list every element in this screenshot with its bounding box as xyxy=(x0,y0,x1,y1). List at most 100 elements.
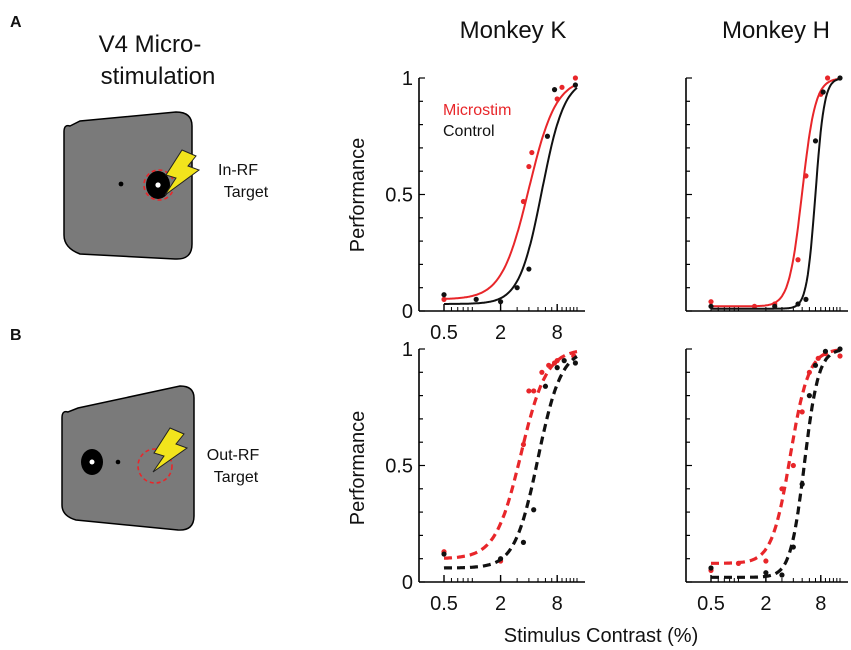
data-point-control xyxy=(551,87,558,93)
data-point-microstim xyxy=(529,149,535,156)
data-point-microstim xyxy=(554,358,560,364)
data-point-microstim xyxy=(779,486,785,492)
data-point-control xyxy=(795,301,801,307)
x-tick-label: 8 xyxy=(815,593,826,615)
y-tick-label: 0 xyxy=(402,572,413,594)
out-rf-diagram xyxy=(61,385,195,531)
rf-circle-b xyxy=(137,448,173,484)
data-point-microstim xyxy=(559,84,565,90)
shared-xlabel: Stimulus Contrast (%) xyxy=(504,625,699,647)
data-point-control xyxy=(708,303,714,309)
column-title-monkey-k: Monkey K xyxy=(460,17,567,44)
ylabel-b: Performance xyxy=(347,411,369,526)
target-center-a xyxy=(155,182,161,188)
data-point-microstim xyxy=(790,462,796,469)
y-tick-label: 0.5 xyxy=(385,456,413,478)
data-point-control xyxy=(542,383,549,389)
y-tick-label: 0 xyxy=(402,301,413,323)
plot-b-monkey-k: 0 0.5 1 0.5 2 8 xyxy=(385,339,585,615)
data-point-control xyxy=(790,544,796,550)
data-point-microstim xyxy=(546,362,552,368)
data-point-control xyxy=(572,360,578,366)
lightning-bolt-icon-b xyxy=(152,427,189,473)
data-point-control xyxy=(837,75,843,81)
x-tick-label: 2 xyxy=(495,322,506,344)
data-point-control xyxy=(497,556,504,562)
fit-curve-microstim xyxy=(711,77,841,308)
data-point-control xyxy=(837,346,843,352)
data-point-microstim xyxy=(572,75,578,81)
target-center-b xyxy=(89,459,95,465)
data-point-control xyxy=(554,365,560,371)
data-point-microstim xyxy=(526,388,532,394)
data-point-control xyxy=(441,551,447,557)
panel-label-a: A xyxy=(10,14,22,31)
plot-a-monkey-k: 0 0.5 1 0.5 2 8 xyxy=(385,68,585,344)
data-point-microstim xyxy=(520,441,527,448)
data-point-microstim xyxy=(531,388,537,394)
data-point-control xyxy=(441,292,447,298)
data-point-microstim xyxy=(824,75,831,81)
data-point-control xyxy=(812,138,819,144)
y-tick-label: 0.5 xyxy=(385,185,413,207)
data-point-control xyxy=(561,358,567,364)
data-point-microstim xyxy=(539,369,545,375)
in-rf-label-line1: In-RF xyxy=(218,162,258,179)
fit-curve-microstim xyxy=(444,83,578,300)
y-tick-label: 1 xyxy=(402,339,413,361)
x-tick-label: 0.5 xyxy=(430,322,458,344)
out-rf-label-line1: Out-RF xyxy=(207,447,260,464)
diagram-title-line1: V4 Micro- xyxy=(99,31,202,58)
lightning-bolt-icon-a xyxy=(164,149,201,196)
plot-b-monkey-h: 0.5 2 8 xyxy=(685,346,848,615)
data-point-microstim xyxy=(554,96,560,102)
data-point-microstim xyxy=(520,198,527,205)
data-point-microstim xyxy=(735,560,742,566)
diagram-title-line2: stimulation xyxy=(101,63,216,90)
fit-curve-microstim xyxy=(444,350,578,560)
x-tick-label: 2 xyxy=(495,593,506,615)
data-point-microstim xyxy=(763,558,769,564)
in-rf-diagram xyxy=(63,111,201,260)
data-point-control xyxy=(520,539,527,545)
in-rf-label-line2: Target xyxy=(224,184,269,201)
plot-a-monkey-h xyxy=(685,75,848,312)
data-point-control xyxy=(803,296,809,302)
data-point-control xyxy=(531,507,537,513)
monitor-screen-a xyxy=(63,111,193,260)
data-point-microstim xyxy=(803,173,809,179)
data-point-control xyxy=(820,89,826,95)
x-tick-label: 0.5 xyxy=(430,593,458,615)
data-point-microstim xyxy=(526,163,532,170)
data-point-control xyxy=(497,299,504,305)
data-point-microstim xyxy=(837,353,843,359)
data-point-microstim xyxy=(751,303,758,309)
legend-microstim: Microstim xyxy=(443,102,511,119)
column-title-monkey-h: Monkey H xyxy=(722,17,830,44)
x-tick-label: 8 xyxy=(552,322,563,344)
fit-curve-control xyxy=(711,77,841,310)
data-point-microstim xyxy=(441,296,447,302)
data-point-control xyxy=(544,133,551,139)
x-tick-label: 0.5 xyxy=(697,593,725,615)
data-point-microstim xyxy=(806,369,812,375)
fit-curve-microstim xyxy=(711,348,841,565)
legend-control: Control xyxy=(443,123,495,140)
fit-curve-control xyxy=(711,348,841,579)
data-point-control xyxy=(763,570,769,576)
data-point-control xyxy=(772,303,778,309)
data-point-control xyxy=(806,393,812,399)
data-point-microstim xyxy=(799,409,805,415)
fixation-dot-a xyxy=(118,181,124,187)
ylabel-a: Performance xyxy=(347,138,369,253)
data-point-control xyxy=(779,572,785,578)
data-point-control xyxy=(799,481,805,487)
fit-curve-control xyxy=(443,355,578,570)
x-tick-label: 2 xyxy=(760,593,771,615)
x-tick-label: 8 xyxy=(552,593,563,615)
data-point-control xyxy=(473,296,479,302)
monitor-screen-b xyxy=(61,385,195,531)
data-point-control xyxy=(708,565,714,571)
data-point-microstim xyxy=(795,257,801,263)
